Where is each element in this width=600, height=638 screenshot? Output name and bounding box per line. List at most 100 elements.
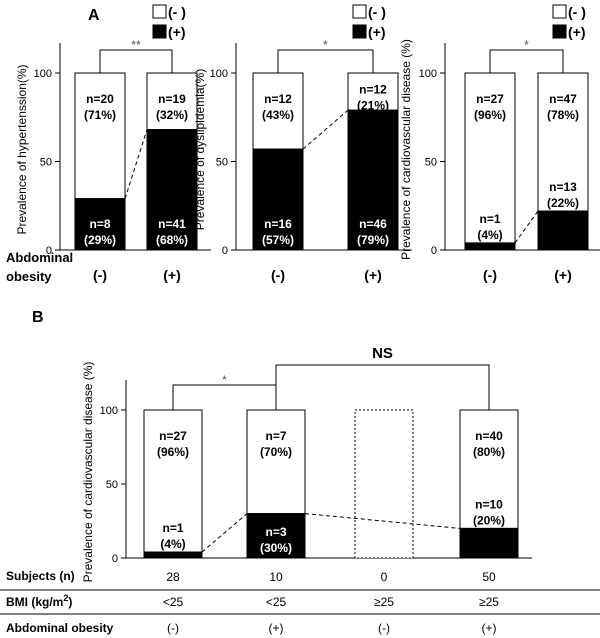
x-category-label: (-) — [483, 267, 497, 283]
legend-label: (+) — [368, 24, 386, 40]
bar-label-negative-pct: (71%) — [84, 108, 116, 122]
x-category-label: (-) — [93, 267, 107, 283]
bmi-label-suffix: ) — [68, 595, 72, 609]
bar-label-negative-pct: (96%) — [474, 108, 506, 122]
bmi-label-prefix: BMI (kg/m — [6, 595, 63, 609]
legend-swatch — [552, 24, 567, 39]
bar-label-positive-n: n=1 — [162, 521, 183, 535]
x-category-label: (+) — [554, 267, 572, 283]
y-tick-label: 0 — [222, 245, 228, 257]
bmi-label-sup: 2 — [63, 593, 68, 603]
bar-segment-positive — [146, 129, 198, 251]
bar-label-negative-pct: (78%) — [547, 108, 579, 122]
significance-bracket — [172, 384, 277, 410]
legend-swatch — [352, 24, 367, 39]
y-tick-label: 0 — [112, 553, 118, 565]
subjects-value: 28 — [166, 570, 180, 584]
y-tick-label: 0 — [431, 245, 437, 257]
y-tick-label: 100 — [34, 68, 52, 80]
legend-label: (+) — [568, 24, 586, 40]
legend-swatch — [152, 4, 167, 19]
y-tick-label: 0 — [46, 245, 52, 257]
panel-b-letter: B — [32, 309, 44, 326]
x-category-label: (+) — [163, 267, 181, 283]
significance-bracket — [277, 49, 374, 73]
abdominal-obesity-label-line2: obesity — [6, 269, 52, 284]
bar-label-positive-n: n=3 — [265, 525, 286, 539]
bar-segment-positive — [143, 551, 203, 559]
legend-swatch — [152, 24, 167, 39]
bar-segment-negative — [537, 72, 589, 212]
bar-segment-negative — [464, 72, 516, 244]
y-tick-label: 50 — [106, 479, 118, 491]
subjects-value: 50 — [482, 570, 496, 584]
significance-marker: * — [222, 373, 227, 387]
significance-bracket — [99, 49, 173, 73]
bar-segment-positive — [347, 109, 399, 251]
bar-label-negative-pct: (32%) — [156, 108, 188, 122]
bar-label-positive-pct: (68%) — [156, 233, 188, 247]
trend-connector — [302, 109, 349, 150]
abdominal-obesity-value: (+) — [269, 621, 284, 635]
bmi-value: ≥25 — [479, 595, 499, 609]
bar-label-positive-n: n=46 — [359, 217, 387, 231]
bar-label-negative-pct: (80%) — [473, 445, 505, 459]
significance-bracket — [489, 49, 564, 73]
y-axis-title: Prevalence of cardiovascular disease (%) — [81, 362, 95, 583]
y-tick-label: 100 — [100, 405, 118, 417]
bar-label-positive-n: n=41 — [158, 217, 186, 231]
bar-label-negative-n: n=12 — [359, 83, 387, 97]
bar-label-negative-n: n=19 — [158, 92, 186, 106]
bar-segment-negative — [252, 72, 304, 150]
legend-label: (+) — [168, 24, 186, 40]
y-axis-title: Prevalence of hypertenssion(%) — [15, 64, 29, 234]
bar-segment-negative — [459, 409, 519, 529]
bar-label-positive-n: n=16 — [264, 217, 292, 231]
bar-segment-positive — [464, 242, 516, 251]
subjects-value: 0 — [381, 570, 388, 584]
bar-segment-positive — [246, 513, 306, 559]
chart-cardiovascular-b: 0 50 100 Prevalence of cardiovascular disea… — [81, 345, 532, 635]
bar-segment-positive — [459, 527, 519, 559]
bar-label-positive-pct: (30%) — [260, 541, 292, 555]
bar-label-positive-pct: (29%) — [84, 233, 116, 247]
abdominal-obesity-row-label: Abdominal obesity — [6, 621, 114, 635]
chart-cardiovascular-a: 0 50 100 Prevalence of cardiovascular disea… — [399, 4, 600, 283]
bar-label-positive-n: n=10 — [475, 497, 503, 511]
bar-label-positive-pct: (79%) — [357, 233, 389, 247]
y-tick-label: 50 — [216, 157, 228, 169]
bar-label-negative-pct: (96%) — [157, 445, 189, 459]
bar-label-negative-pct: (43%) — [262, 108, 294, 122]
bar-label-negative-n: n=12 — [264, 92, 292, 106]
legend-swatch — [352, 4, 367, 19]
trend-connector — [201, 513, 248, 553]
bar-label-negative-n: n=27 — [476, 92, 504, 106]
trend-connector — [304, 513, 461, 529]
bar-label-negative-pct: (70%) — [260, 445, 292, 459]
bar-label-positive-n: n=1 — [479, 212, 500, 226]
legend-label: (- ) — [168, 4, 186, 20]
bar-label-negative-n: n=27 — [159, 429, 187, 443]
bar-label-positive-pct: (4%) — [160, 537, 185, 551]
legend-label: (- ) — [368, 4, 386, 20]
bar-segment-negative — [347, 72, 399, 111]
bar-label-positive-pct: (4%) — [477, 228, 502, 242]
bar-label-negative-pct: (21%) — [357, 99, 389, 113]
bar-label-negative-n: n=7 — [265, 429, 286, 443]
bar-segment-negative — [146, 72, 198, 131]
y-tick-label: 100 — [210, 68, 228, 80]
bar-label-negative-n: n=47 — [549, 92, 577, 106]
x-category-label: (-) — [271, 267, 285, 283]
subjects-row-label: Subjects (n) — [6, 569, 75, 583]
y-axis-title: Prevalence of dyslipidemia(%) — [193, 69, 207, 230]
abdominal-obesity-value: (-) — [167, 621, 179, 635]
bmi-value: <25 — [163, 595, 184, 609]
bmi-value: ≥25 — [374, 595, 394, 609]
panel-a-letter: A — [88, 7, 100, 24]
significance-marker: * — [524, 38, 529, 52]
y-tick-label: 50 — [40, 157, 52, 169]
bar-empty — [354, 409, 414, 559]
trend-connector — [124, 129, 148, 199]
